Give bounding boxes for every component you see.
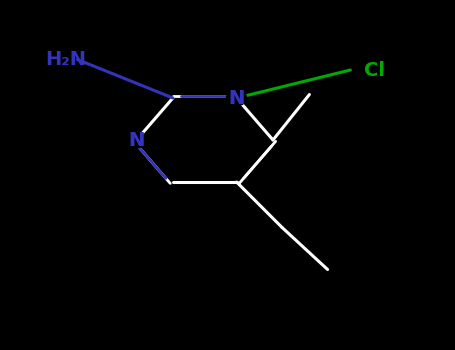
- Text: N: N: [228, 89, 245, 107]
- Circle shape: [227, 90, 247, 106]
- Text: N: N: [128, 131, 145, 149]
- Circle shape: [126, 132, 147, 148]
- Text: Cl: Cl: [364, 61, 385, 79]
- Text: N: N: [228, 89, 245, 107]
- Text: N: N: [128, 131, 145, 149]
- Text: H₂N: H₂N: [46, 50, 86, 69]
